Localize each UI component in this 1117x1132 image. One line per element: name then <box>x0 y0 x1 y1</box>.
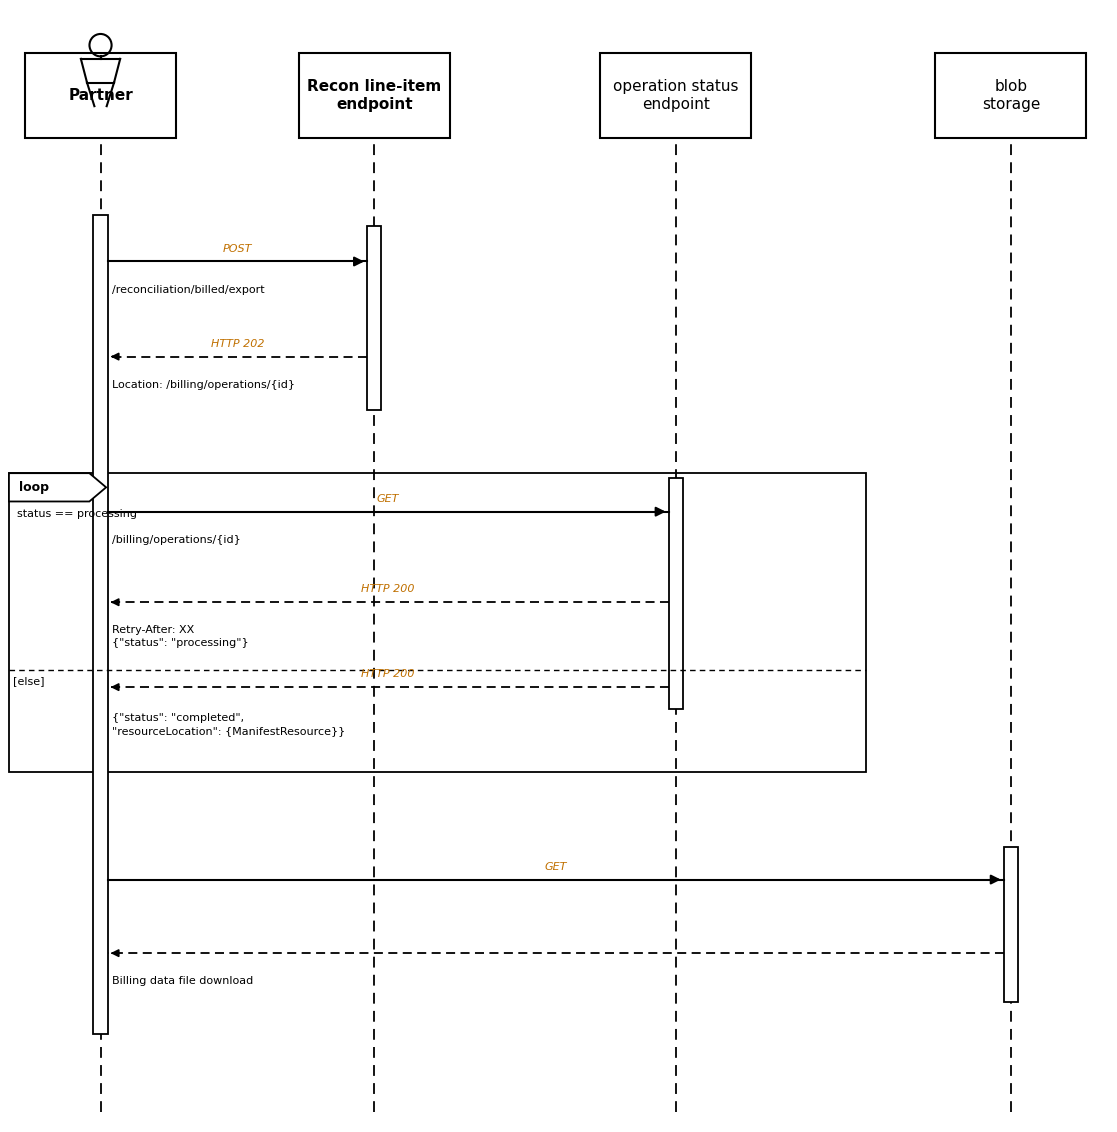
Text: status == processing: status == processing <box>17 509 136 520</box>
Bar <box>25 53 176 138</box>
Bar <box>1004 847 1019 1002</box>
Bar <box>601 53 751 138</box>
Text: Billing data file download: Billing data file download <box>112 976 252 986</box>
Text: Recon line-item
endpoint: Recon line-item endpoint <box>307 79 441 112</box>
Text: Partner: Partner <box>68 88 133 103</box>
Text: HTTP 200: HTTP 200 <box>362 584 414 594</box>
Text: GET: GET <box>376 494 400 504</box>
Text: Retry-After: XX
{"status": "processing"}: Retry-After: XX {"status": "processing"} <box>112 625 248 648</box>
Bar <box>93 215 107 1034</box>
Text: GET: GET <box>544 861 567 872</box>
Bar <box>936 53 1086 138</box>
Text: operation status
endpoint: operation status endpoint <box>613 79 738 112</box>
Text: HTTP 200: HTTP 200 <box>362 669 414 679</box>
Text: Location: /billing/operations/{id}: Location: /billing/operations/{id} <box>112 380 295 391</box>
Text: {"status": "completed",
"resourceLocation": {ManifestResource}}: {"status": "completed", "resourceLocatio… <box>112 713 345 736</box>
Text: HTTP 202: HTTP 202 <box>211 338 264 349</box>
Text: [else]: [else] <box>13 676 45 686</box>
Text: loop: loop <box>19 481 49 494</box>
Polygon shape <box>9 473 106 501</box>
Text: blob
storage: blob storage <box>982 79 1040 112</box>
Text: /reconciliation/billed/export: /reconciliation/billed/export <box>112 285 265 295</box>
Bar <box>366 226 382 410</box>
Bar <box>9 473 866 772</box>
Text: POST: POST <box>222 243 252 254</box>
Bar <box>299 53 449 138</box>
Text: /billing/operations/{id}: /billing/operations/{id} <box>112 535 240 546</box>
Bar <box>668 478 682 709</box>
